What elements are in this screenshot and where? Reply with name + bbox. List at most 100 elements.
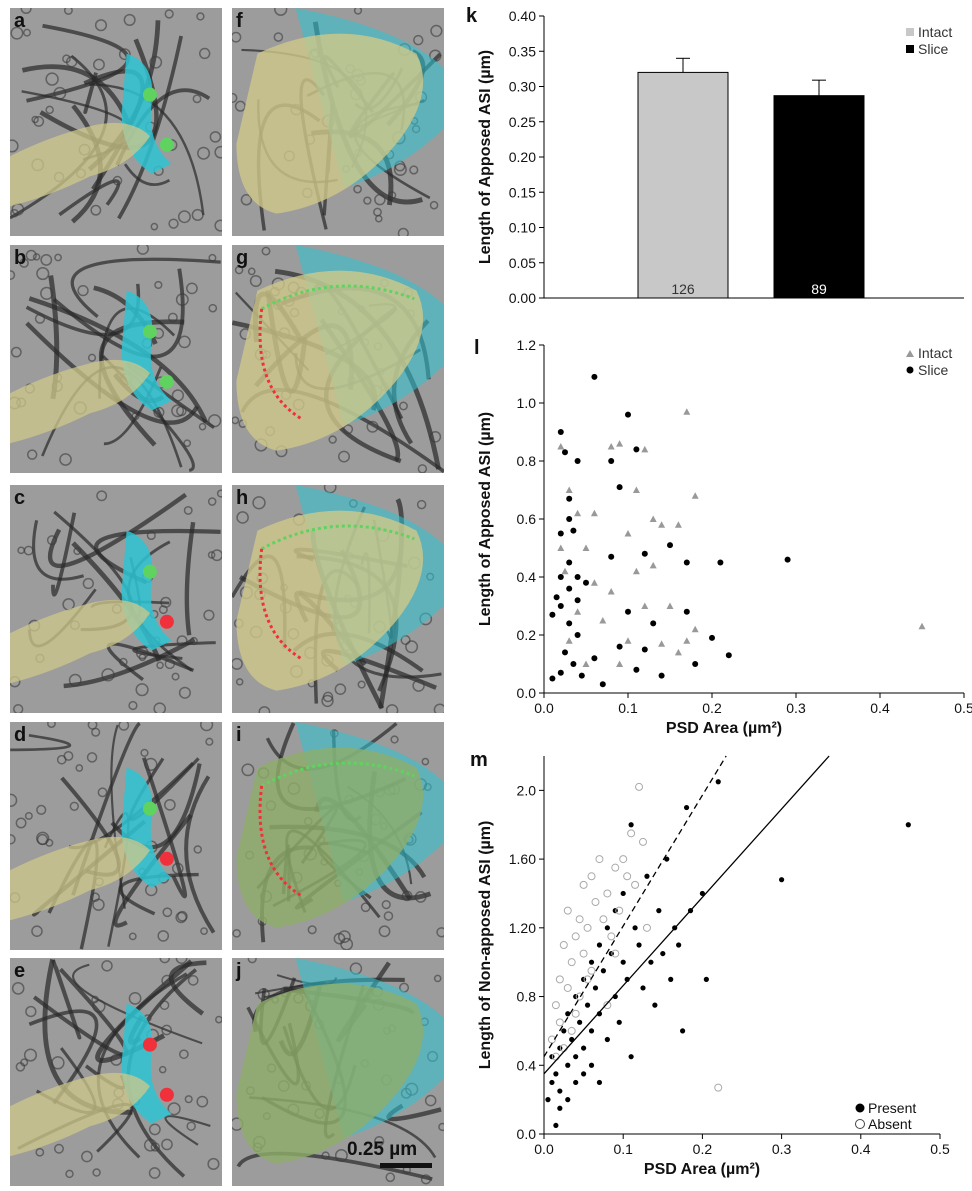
- x-tick-label: 0.3: [786, 700, 806, 716]
- vesicle: [207, 551, 216, 559]
- micrograph-image: [232, 8, 444, 236]
- vesicle: [234, 100, 246, 112]
- vesicle: [175, 911, 187, 924]
- vesicle: [183, 439, 192, 448]
- present-point: [652, 1002, 658, 1008]
- vesicle: [146, 530, 156, 541]
- present-point: [596, 1079, 603, 1086]
- vesicle: [36, 266, 50, 281]
- intact-point: [574, 509, 582, 517]
- vesicle: [26, 449, 38, 460]
- vesicle: [96, 490, 108, 502]
- vesicle: [54, 253, 62, 262]
- scale-bar-label: 0.25 µm: [347, 1139, 418, 1160]
- vesicle: [211, 549, 222, 562]
- vesicle: [63, 750, 74, 761]
- micrograph-panel-i: i: [232, 722, 444, 950]
- vesicle: [154, 280, 163, 290]
- slice-point: [599, 681, 606, 688]
- present-point: [557, 1088, 563, 1094]
- absent-point: [611, 863, 620, 872]
- vesicle: [153, 406, 165, 418]
- absent-point: [579, 949, 588, 958]
- membrane-line: [47, 492, 187, 568]
- slice-point: [557, 429, 564, 435]
- vesicle: [353, 8, 363, 15]
- vesicle: [209, 131, 222, 143]
- y-tick-label: 0.20: [509, 149, 536, 165]
- intact-point: [691, 625, 699, 633]
- vesicle: [10, 139, 19, 153]
- chart-m: m 0.0 0.4 0.8 1.20 1.60 2.0 0.0 0.1 0.2 0.3 0.4 0.5 L…: [470, 749, 950, 1178]
- green-marker-dot: [142, 801, 157, 816]
- present-point: [668, 976, 674, 982]
- green-marker-dot: [142, 324, 157, 339]
- vesicle: [207, 1157, 220, 1171]
- slice-point: [633, 666, 640, 673]
- vesicle: [409, 165, 419, 175]
- chart-l: l 0.0 0.2 0.4 0.6 0.8 1.0 1.2 0.0 0.1 0.2 0.3 0.4 0.5…: [474, 337, 972, 737]
- vesicle: [69, 801, 80, 811]
- intact-point: [632, 567, 640, 575]
- intact-point: [649, 515, 657, 522]
- vesicle: [171, 404, 185, 418]
- vesicle: [241, 763, 255, 777]
- slice-point: [683, 559, 690, 566]
- vesicle: [186, 282, 198, 295]
- vesicle: [11, 982, 25, 995]
- vesicle: [273, 32, 284, 42]
- vesicle: [167, 1102, 181, 1116]
- slice-point: [591, 655, 598, 662]
- present-point: [680, 1028, 686, 1034]
- vesicle: [156, 661, 164, 670]
- vesicle: [161, 1024, 172, 1036]
- vesicle: [436, 927, 444, 938]
- micrograph-image: [10, 485, 222, 713]
- vesicle: [433, 703, 444, 713]
- vesicle: [92, 1168, 101, 1177]
- vesicle: [31, 925, 43, 937]
- absent-point: [714, 1083, 723, 1092]
- slice-point: [570, 527, 577, 534]
- intact-point: [624, 637, 632, 644]
- vesicle: [91, 727, 101, 737]
- vesicle: [19, 258, 29, 268]
- spine-head-region: [236, 983, 424, 1164]
- vesicle: [177, 210, 191, 224]
- vesicle: [189, 636, 198, 646]
- micrograph-background: [10, 245, 222, 473]
- vesicle: [51, 1056, 65, 1070]
- present-point: [604, 925, 610, 931]
- vesicle: [385, 1172, 396, 1183]
- vesicle: [438, 1122, 444, 1132]
- vesicle: [47, 722, 56, 729]
- x-tick-label: 0.4: [851, 1141, 871, 1157]
- vesicle: [198, 422, 207, 431]
- scale-bar: [380, 1163, 432, 1168]
- absent-point: [603, 889, 612, 898]
- vesicle: [412, 679, 425, 692]
- present-point: [620, 959, 626, 965]
- vesicle: [90, 892, 100, 903]
- vesicle: [175, 958, 188, 965]
- vesicle: [232, 657, 243, 670]
- slice-point: [641, 550, 648, 557]
- panel-label: k: [466, 5, 478, 27]
- vesicle: [24, 811, 33, 820]
- vesicle: [205, 737, 214, 746]
- slice-point: [650, 620, 657, 627]
- legend-marker-present: [855, 1103, 865, 1113]
- legend-swatch: [906, 45, 914, 53]
- vesicle: [374, 193, 386, 206]
- vesicle: [164, 658, 176, 670]
- vesicle: [45, 838, 54, 847]
- present-point: [699, 890, 705, 897]
- vesicle: [261, 246, 271, 256]
- micrograph-background: [10, 485, 222, 713]
- x-tick-label: 0.3: [772, 1141, 792, 1157]
- vesicle: [176, 635, 188, 647]
- vesicle: [86, 752, 98, 763]
- micrograph-image: [10, 958, 222, 1186]
- vesicle: [161, 1138, 173, 1151]
- slice-point: [557, 603, 564, 609]
